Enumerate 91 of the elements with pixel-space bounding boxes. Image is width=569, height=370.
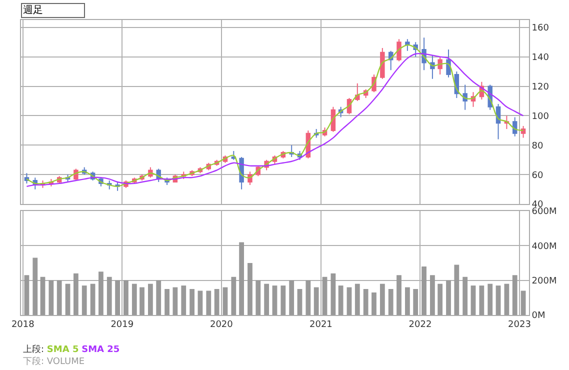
bar	[346, 287, 352, 315]
bar	[354, 284, 360, 315]
bar	[156, 280, 162, 315]
bar	[40, 276, 46, 315]
bar	[446, 280, 451, 315]
bar	[73, 273, 78, 315]
text: 上段:	[23, 345, 44, 355]
bar	[206, 290, 212, 315]
bar	[148, 284, 153, 315]
bar	[430, 275, 435, 315]
y-tick-label: 400M	[532, 242, 557, 252]
bar	[90, 284, 96, 315]
bar	[24, 275, 30, 315]
y-tick-label: 60	[532, 170, 544, 181]
y-tick-label: 80	[532, 141, 544, 152]
bar	[124, 280, 128, 315]
bar	[330, 273, 336, 315]
bar	[338, 286, 344, 315]
bar	[306, 280, 311, 315]
bar	[454, 264, 460, 315]
candlestick	[462, 84, 468, 110]
bar	[422, 266, 426, 315]
bar	[231, 276, 236, 315]
candlestick	[520, 126, 526, 138]
bar	[479, 286, 484, 315]
bar	[438, 284, 443, 315]
bar	[222, 287, 228, 315]
text: 週足	[23, 5, 83, 16]
candlestick	[446, 48, 451, 78]
x-tick-label: 2022	[408, 320, 432, 330]
text: SMA 5	[46, 345, 79, 355]
text: SMA 25	[82, 345, 120, 355]
candlestick	[512, 116, 518, 137]
bar	[56, 280, 62, 315]
bar	[380, 284, 385, 315]
bar	[504, 284, 510, 315]
candlestick	[405, 38, 410, 52]
bar	[98, 272, 104, 315]
bar	[198, 290, 203, 315]
bar	[404, 287, 410, 315]
bar	[132, 284, 137, 315]
candlestick	[496, 103, 501, 140]
bar	[322, 276, 328, 315]
x-tick-label: 2023	[508, 320, 531, 330]
bar	[248, 263, 252, 315]
bar	[181, 286, 186, 315]
bar	[413, 289, 418, 315]
bar	[388, 289, 394, 315]
x-tick-label: 2019	[110, 320, 134, 330]
y-tick-label: 100	[532, 112, 550, 122]
bar	[140, 287, 144, 315]
bar	[239, 242, 244, 315]
bar	[512, 275, 518, 315]
text: 下段: VOLUME	[23, 356, 85, 367]
bar	[256, 280, 261, 315]
bar	[280, 286, 286, 315]
x-tick-label: 2021	[310, 320, 332, 330]
bar	[214, 289, 220, 315]
bar	[65, 284, 70, 315]
bar	[32, 258, 38, 315]
bar	[462, 276, 468, 315]
candlestick	[380, 47, 385, 80]
bar	[190, 289, 194, 315]
candlestick	[396, 38, 402, 62]
candlestick	[438, 56, 442, 75]
x-tick-label: 2020	[210, 320, 234, 330]
bar	[520, 290, 526, 315]
bar	[164, 289, 170, 315]
bar	[82, 286, 87, 315]
bar	[396, 275, 402, 315]
bar	[172, 287, 178, 315]
bar	[264, 284, 270, 315]
y-tick-label: 200M	[532, 276, 557, 286]
candlestick	[355, 82, 360, 102]
bar	[297, 289, 302, 315]
bar	[372, 292, 376, 315]
bar	[363, 289, 368, 315]
bar	[272, 286, 278, 315]
y-tick-label: 120	[532, 82, 550, 92]
bar	[314, 287, 319, 315]
y-tick-label: 140	[532, 52, 550, 63]
y-tick-label: 0M	[532, 311, 546, 322]
bar	[48, 280, 54, 315]
bar	[115, 280, 120, 315]
bar	[106, 276, 112, 315]
bar	[496, 286, 501, 315]
bar	[470, 286, 476, 315]
bar	[488, 284, 493, 315]
bar	[289, 280, 294, 315]
x-tick-label: 2018	[11, 320, 35, 330]
y-tick-label: 160	[532, 24, 550, 34]
